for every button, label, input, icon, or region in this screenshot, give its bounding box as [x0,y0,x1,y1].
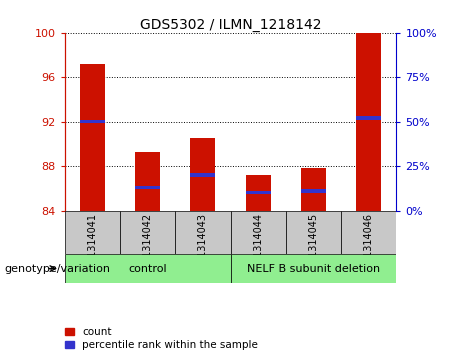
Bar [230,211,286,254]
Bar [65,254,230,283]
Text: GSM1314043: GSM1314043 [198,213,208,278]
Bar [175,211,230,254]
Bar [230,254,396,283]
Text: GSM1314041: GSM1314041 [87,213,97,278]
Title: GDS5302 / ILMN_1218142: GDS5302 / ILMN_1218142 [140,18,321,32]
Bar [356,117,381,120]
Text: GSM1314045: GSM1314045 [308,213,319,278]
Text: GSM1314046: GSM1314046 [364,213,374,278]
Bar [135,186,160,189]
Bar [80,64,105,211]
Bar [246,191,271,195]
Text: genotype/variation: genotype/variation [5,264,111,274]
Bar [286,211,341,254]
Bar [341,211,396,254]
Bar [301,189,326,193]
Bar [301,168,326,211]
Text: GSM1314044: GSM1314044 [253,213,263,278]
Bar [246,175,271,211]
Bar [190,138,215,211]
Bar [120,211,175,254]
Bar [356,33,381,211]
Bar [135,152,160,211]
Bar [190,173,215,177]
Text: NELF B subunit deletion: NELF B subunit deletion [247,264,380,274]
Text: control: control [128,264,167,274]
Bar [80,120,105,123]
Legend: count, percentile rank within the sample: count, percentile rank within the sample [60,323,262,354]
Bar [65,211,120,254]
Text: GSM1314042: GSM1314042 [142,213,153,278]
